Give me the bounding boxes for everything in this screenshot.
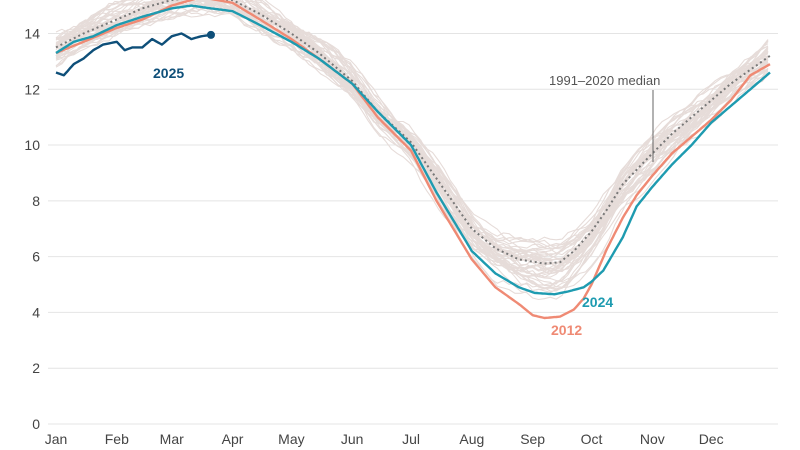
y-tick-label: 12 — [24, 81, 40, 97]
series-lines — [55, 0, 771, 320]
historical-year-line — [55, 0, 769, 245]
series-label-2012: 2012 — [551, 322, 582, 338]
x-tick-label: Jul — [402, 431, 420, 447]
y-tick-label: 10 — [24, 137, 40, 153]
x-tick-label: Feb — [105, 431, 129, 447]
historical-year-line — [55, 0, 769, 272]
x-tick-label: Nov — [640, 431, 665, 447]
y-tick-label: 6 — [32, 249, 40, 265]
y-tick-label: 8 — [32, 193, 40, 209]
x-tick-label: Mar — [160, 431, 184, 447]
series-line-2025 — [55, 32, 212, 77]
y-tick-label: 14 — [24, 25, 40, 41]
series-label-2024: 2024 — [582, 294, 613, 310]
x-tick-label: Sep — [520, 431, 545, 447]
median-line — [55, 0, 771, 265]
series-label-2025: 2025 — [153, 65, 184, 81]
historical-year-line — [55, 0, 769, 254]
median-annotation-label: 1991–2020 median — [549, 73, 660, 88]
gridlines — [48, 32, 778, 425]
x-tick-label: Aug — [459, 431, 484, 447]
series-2025-endpoint — [206, 30, 215, 39]
axes: 0 2 4 6 8 10 12 14 Jan Feb Mar Apr May Jun Jul Aug Sep Oc… — [24, 25, 723, 447]
historical-year-line — [55, 0, 769, 256]
historical-year-line — [55, 0, 769, 277]
x-tick-label: Jun — [341, 431, 364, 447]
x-tick-label: Apr — [222, 431, 244, 447]
historical-year-line — [55, 0, 769, 288]
x-tick-label: Jan — [45, 431, 68, 447]
x-tick-label: Dec — [699, 431, 724, 447]
y-tick-label: 0 — [32, 416, 40, 432]
x-tick-label: May — [278, 431, 304, 447]
historical-year-line — [55, 0, 769, 257]
y-tick-label: 4 — [32, 304, 40, 320]
series-line-2024 — [55, 4, 771, 296]
historical-year-line — [55, 0, 769, 255]
y-tick-label: 2 — [32, 360, 40, 376]
historical-year-line — [55, 0, 769, 254]
historical-year-line — [55, 0, 769, 250]
historical-year-line — [55, 5, 769, 275]
historical-year-line — [55, 0, 769, 249]
series-line-2012 — [55, 0, 771, 320]
x-tick-label: Oct — [581, 431, 603, 447]
